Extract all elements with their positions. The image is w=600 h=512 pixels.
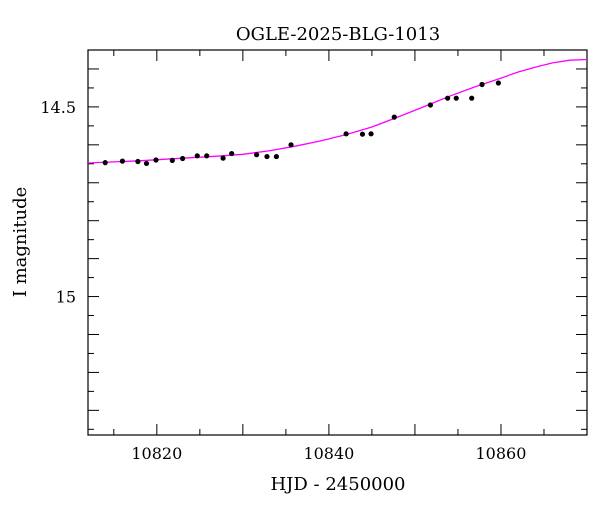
data-point: [469, 95, 475, 101]
x-tick-label: 10820: [131, 444, 182, 463]
data-point: [204, 153, 210, 159]
data-point: [453, 95, 459, 101]
y-tick-label: 15: [56, 288, 76, 307]
data-point: [427, 102, 434, 108]
model-curve: [87, 58, 588, 164]
data-point: [359, 131, 366, 137]
data-point: [169, 157, 175, 163]
y-tick-label: 14.5: [40, 98, 76, 117]
data-point: [273, 153, 280, 160]
data-point: [194, 153, 200, 159]
data-point: [391, 114, 397, 120]
data-point: [143, 160, 150, 167]
axis-ticks: [88, 49, 588, 435]
data-point: [264, 153, 270, 160]
data-point: [229, 150, 235, 157]
data-point: [445, 95, 451, 101]
data-point: [102, 160, 108, 166]
data-point: [343, 131, 349, 137]
x-tick-labels: 10820 10840 10860: [131, 444, 526, 463]
x-tick-label: 10860: [476, 444, 527, 463]
plot-frame: [87, 49, 588, 436]
x-tick-label: 10840: [303, 444, 354, 463]
chart-title: OGLE-2025-BLG-1013: [236, 24, 440, 45]
data-point: [220, 155, 226, 161]
data-point: [153, 157, 159, 163]
y-axis-label: I magnitude: [10, 187, 31, 298]
x-axis-label: HJD - 2450000: [270, 474, 405, 495]
data-point: [119, 158, 126, 164]
data-point: [135, 158, 141, 165]
data-point: [180, 155, 186, 162]
data-point: [495, 80, 501, 86]
data-points: [102, 80, 501, 167]
data-point: [288, 142, 294, 148]
data-point: [368, 131, 374, 137]
data-point: [479, 81, 485, 88]
y-tick-labels: 14.5 15: [40, 98, 76, 307]
data-point: [254, 152, 260, 158]
